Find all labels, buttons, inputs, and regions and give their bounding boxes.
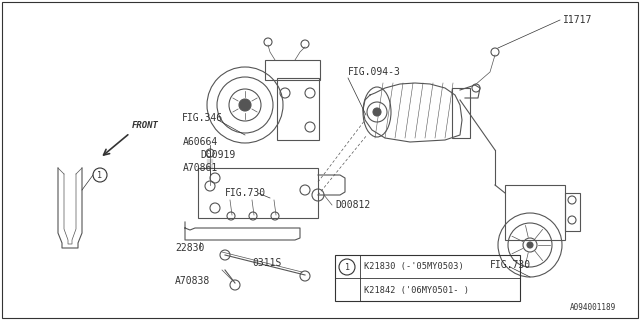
Text: 0311S: 0311S bbox=[252, 258, 282, 268]
Text: 22830: 22830 bbox=[175, 243, 204, 253]
Bar bbox=[505, 185, 565, 240]
Text: 1: 1 bbox=[97, 171, 102, 180]
Text: 1: 1 bbox=[344, 262, 349, 271]
Bar bbox=[565, 193, 580, 231]
Text: A094001189: A094001189 bbox=[570, 303, 616, 312]
Bar bbox=[335, 255, 520, 301]
Circle shape bbox=[373, 108, 381, 116]
Text: D00919: D00919 bbox=[200, 150, 236, 160]
Text: I1717: I1717 bbox=[563, 15, 593, 25]
Text: K21830 (-'05MY0503): K21830 (-'05MY0503) bbox=[364, 262, 464, 271]
Text: A70861: A70861 bbox=[183, 163, 218, 173]
Text: FIG.094-3: FIG.094-3 bbox=[348, 67, 401, 77]
Text: FIG.730: FIG.730 bbox=[490, 260, 531, 270]
Bar bbox=[277, 78, 319, 140]
Text: FIG.346: FIG.346 bbox=[182, 113, 223, 123]
Circle shape bbox=[527, 242, 533, 248]
Text: FIG.730: FIG.730 bbox=[225, 188, 266, 198]
Text: FRONT: FRONT bbox=[132, 121, 159, 130]
Text: A70838: A70838 bbox=[175, 276, 211, 286]
Text: A60664: A60664 bbox=[183, 137, 218, 147]
Bar bbox=[452, 88, 470, 138]
Bar bbox=[198, 168, 318, 218]
Circle shape bbox=[239, 99, 251, 111]
Bar bbox=[265, 60, 320, 80]
Text: K21842 ('06MY0501- ): K21842 ('06MY0501- ) bbox=[364, 285, 469, 294]
Text: D00812: D00812 bbox=[335, 200, 371, 210]
